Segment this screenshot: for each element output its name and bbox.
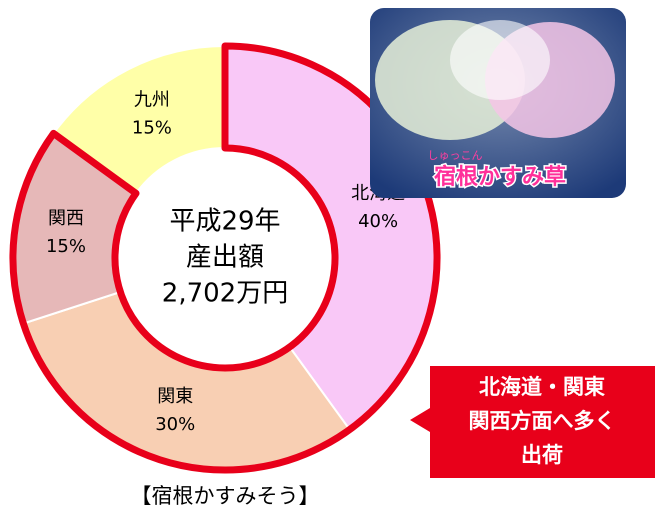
callout: 北海道・関東 関西方面へ多く 出荷: [410, 366, 655, 478]
value-label: 30%: [155, 414, 195, 435]
value-label: 40%: [358, 211, 398, 232]
value-label: 15%: [46, 236, 86, 257]
segment-label: 関東: [157, 386, 193, 407]
photo-ruby: しゅっこん: [428, 149, 483, 162]
callout-line: 関西方面へ多く: [469, 409, 616, 433]
highlight-outline: [9, 42, 441, 474]
segment: [22, 290, 352, 471]
center-text: 2,702万円: [162, 279, 288, 309]
value-label: 15%: [132, 118, 172, 139]
segment-label: 関西: [48, 208, 84, 229]
photo: しゅっこん 宿根かすみ草: [370, 8, 626, 198]
caption: 【宿根かすみそう】: [131, 484, 320, 508]
segment: [52, 44, 226, 195]
center-text: 産出額: [186, 243, 264, 273]
center-text: 平成29年: [169, 207, 280, 237]
segment-label: 九州: [134, 90, 170, 111]
callout-line: 出荷: [521, 443, 563, 467]
callout-line: 北海道・関東: [479, 375, 605, 399]
photo-caption: 宿根かすみ草: [434, 164, 566, 190]
